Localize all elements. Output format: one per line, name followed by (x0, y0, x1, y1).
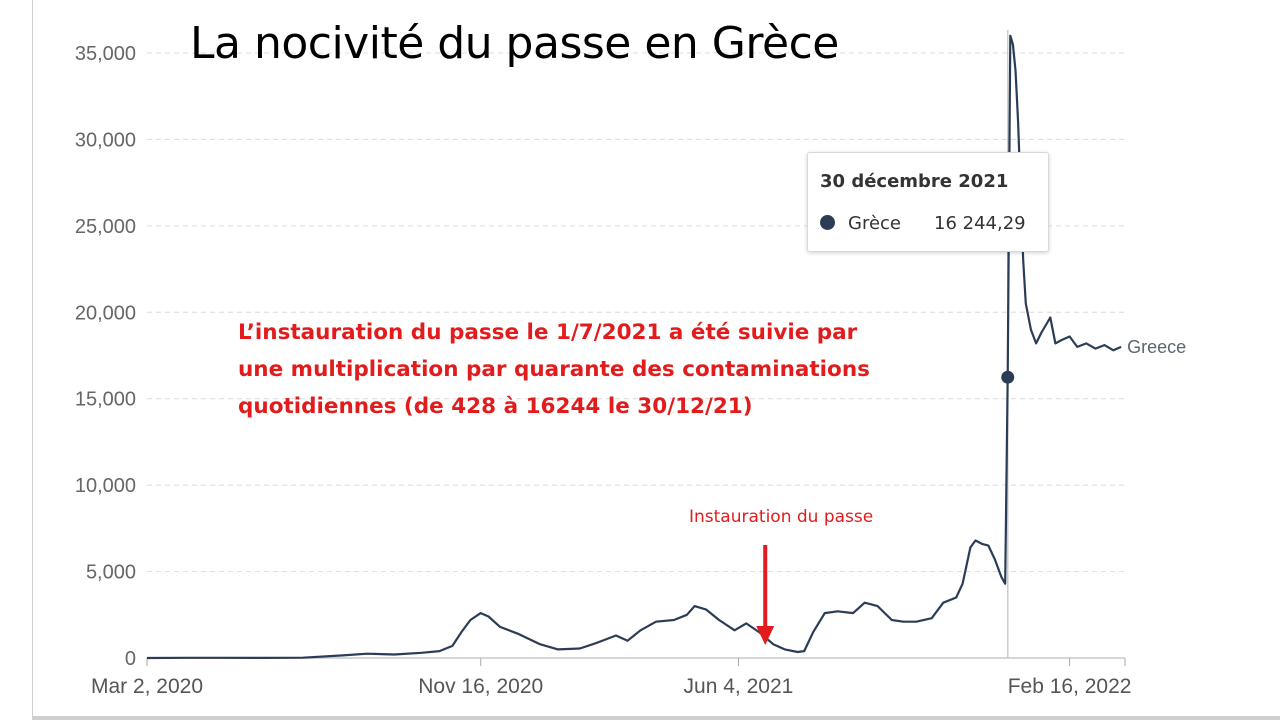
x-axis: Mar 2, 2020 Nov 16, 2020 Jun 4, 2021 Feb 16… (91, 657, 1132, 698)
annotation-text: L’instauration du passe le 1/7/2021 a ét… (238, 314, 958, 425)
series-dot-icon (820, 215, 835, 230)
chart-title: La nocivité du passe en Grèce (190, 18, 839, 69)
y-tick-label: 15,000 (75, 389, 136, 411)
frame-left-border (32, 0, 33, 716)
annotation-marks (756, 370, 1015, 645)
tooltip: 30 décembre 2021 Grèce 16 244,29 (807, 152, 1049, 252)
y-tick-label: 35,000 (75, 43, 136, 65)
series-line (146, 34, 1122, 660)
y-tick-label: 5,000 (86, 562, 136, 584)
series-group: Greece (146, 34, 1186, 660)
y-tick-label: 25,000 (75, 216, 136, 238)
frame-bottom-border (32, 716, 1280, 720)
y-tick-label: 10,000 (75, 475, 136, 497)
annotation-line: L’instauration du passe le 1/7/2021 a ét… (238, 320, 858, 345)
y-tick-label: 20,000 (75, 302, 136, 324)
x-tick-label: Mar 2, 2020 (91, 675, 203, 698)
annotation-line: quotidiennes (de 428 à 16244 le 30/12/21… (238, 394, 753, 419)
x-tick-label: Nov 16, 2020 (418, 675, 543, 698)
tooltip-date: 30 décembre 2021 (820, 171, 1009, 192)
tooltip-series-name: Grèce (848, 213, 901, 234)
tooltip-value: 16 244,29 (934, 213, 1026, 234)
x-tick-label: Jun 4, 2021 (684, 675, 794, 698)
highlight-point (1001, 370, 1015, 384)
arrow-head-icon (756, 626, 775, 645)
series-label: Greece (1127, 337, 1186, 357)
arrow-label: Instauration du passe (689, 507, 874, 527)
y-tick-label: 30,000 (75, 129, 136, 151)
annotation-line: une multiplication par quarante des cont… (238, 357, 870, 382)
y-tick-label: 0 (125, 648, 136, 670)
x-tick-label: Feb 16, 2022 (1008, 675, 1132, 698)
y-axis-ticks: 0 5,000 10,000 15,000 20,000 25,000 30,000 35,0… (75, 43, 136, 670)
